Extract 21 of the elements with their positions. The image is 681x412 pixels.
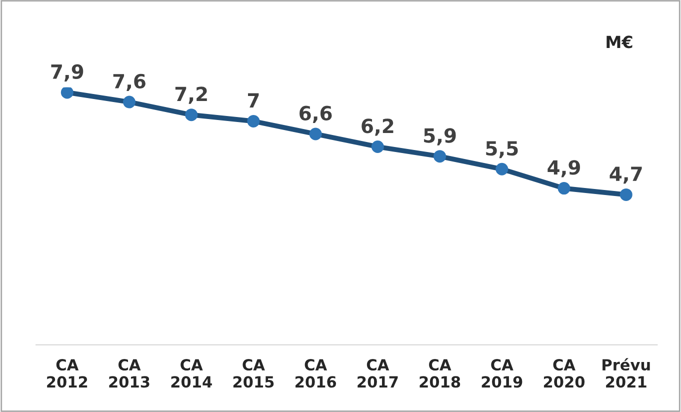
x-tick-label: CA 2018 xyxy=(420,359,460,388)
x-tick-label: CA 2014 xyxy=(171,359,212,388)
x-tick-label: CA 2016 xyxy=(296,359,336,388)
x-tick-label: CA 2017 xyxy=(358,359,398,388)
text: M€ xyxy=(606,36,632,48)
x-tick-label: CA 2019 xyxy=(482,359,522,388)
data-label: 4,9 xyxy=(548,160,580,178)
x-tick-label: CA 2013 xyxy=(109,359,150,388)
data-label: 4,7 xyxy=(610,166,642,184)
data-label: 7,2 xyxy=(175,86,207,104)
data-label: 6,6 xyxy=(300,106,332,123)
data-label: 7,6 xyxy=(113,74,146,92)
data-label: 5,9 xyxy=(424,128,456,146)
data-label: 6,2 xyxy=(362,118,394,136)
x-tick-label: CA 2020 xyxy=(544,359,585,388)
data-label: 7 xyxy=(248,93,259,108)
x-tick-label: CA 2015 xyxy=(233,359,274,388)
data-label: 5,5 xyxy=(486,141,518,158)
x-tick-label: CA 2012 xyxy=(47,359,88,388)
x-tick-label: Prévu 2021 xyxy=(602,358,650,388)
data-label: 7,9 xyxy=(51,64,84,82)
